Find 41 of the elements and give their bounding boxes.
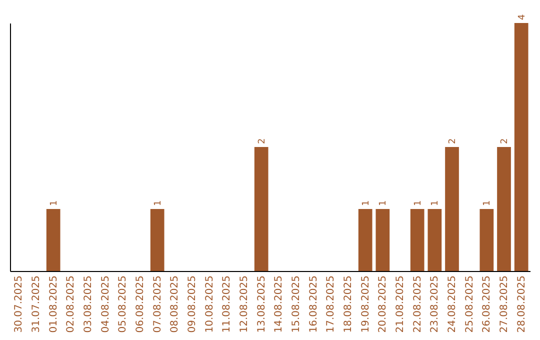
- x-tick-label: 04.08.2025: [100, 276, 112, 333]
- x-tick-label: 25.08.2025: [464, 276, 476, 333]
- x-tick-label: 26.08.2025: [482, 276, 493, 333]
- x-tick-label: 08.08.2025: [170, 276, 181, 333]
- x-tick-label: 22.08.2025: [412, 276, 424, 333]
- x-tick-label: 15.08.2025: [291, 276, 302, 333]
- data-label: 1: [430, 200, 441, 206]
- data-label: 1: [49, 200, 60, 206]
- x-tick-label: 18.08.2025: [343, 276, 354, 333]
- data-label: 4: [517, 14, 528, 20]
- x-tick-label: 16.08.2025: [308, 276, 320, 333]
- x-tick-label: 02.08.2025: [66, 276, 77, 333]
- x-tick-label: 23.08.2025: [430, 276, 441, 333]
- x-tick-label: 24.08.2025: [447, 276, 458, 333]
- x-tick-label: 05.08.2025: [118, 276, 129, 333]
- x-tick-label: 19.08.2025: [360, 276, 372, 333]
- x-tick-label: 28.08.2025: [516, 276, 528, 333]
- x-tick-label: 12.08.2025: [239, 276, 250, 333]
- x-tick-label: 14.08.2025: [274, 276, 285, 333]
- x-tick-label: 27.08.2025: [499, 276, 510, 333]
- x-tick-label: 09.08.2025: [187, 276, 198, 333]
- data-label: 2: [448, 138, 458, 144]
- x-tick-label: 06.08.2025: [135, 276, 146, 333]
- data-label: 2: [257, 138, 268, 144]
- x-tick-label: 31.07.2025: [31, 276, 42, 333]
- x-tick-label: 03.08.2025: [83, 276, 94, 333]
- x-tick-label: 10.08.2025: [204, 276, 216, 333]
- data-label: 1: [153, 200, 164, 206]
- x-tick-label: 20.08.2025: [378, 276, 389, 333]
- x-tick-label: 13.08.2025: [256, 276, 268, 333]
- x-tick-label: 11.08.2025: [222, 276, 233, 333]
- x-tick-label: 17.08.2025: [326, 276, 337, 333]
- data-label: 1: [378, 200, 389, 206]
- data-label: 1: [413, 200, 424, 206]
- data-label: 2: [500, 138, 510, 144]
- x-tick-label: 30.07.2025: [14, 276, 25, 333]
- data-label: 1: [361, 200, 372, 206]
- x-tick-label: 21.08.2025: [395, 276, 406, 333]
- x-tick-label: 07.08.2025: [152, 276, 164, 333]
- x-tick-label: 01.08.2025: [48, 276, 60, 333]
- data-label: 1: [482, 200, 493, 206]
